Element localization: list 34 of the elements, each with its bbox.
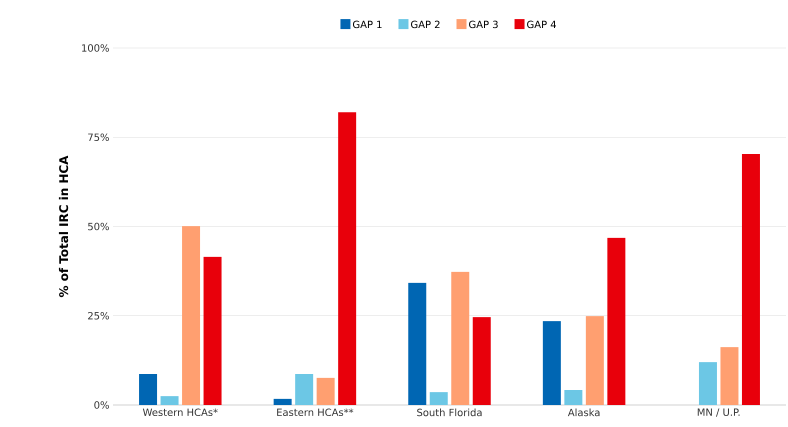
bar	[204, 256, 222, 405]
y-tick-label: 0%	[94, 401, 109, 409]
x-tick-label: Western HCAs*	[142, 408, 218, 416]
x-tick-label: Alaska	[568, 408, 600, 416]
bar	[451, 272, 470, 405]
bar	[586, 316, 604, 405]
y-tick-label: 100%	[82, 44, 109, 52]
legend-label: GAP 3	[469, 20, 498, 28]
legend-label: GAP 1	[352, 20, 382, 28]
bar	[316, 378, 335, 405]
y-tick-label: 75%	[88, 133, 109, 142]
bar	[139, 374, 158, 405]
bar	[160, 396, 179, 405]
bar	[720, 347, 738, 405]
bar	[295, 374, 314, 405]
bar	[742, 154, 760, 405]
legend-label: GAP 2	[411, 20, 440, 28]
x-tick-label: Eastern HCAs**	[277, 408, 354, 416]
x-tick-label: MN / U.P.	[698, 408, 740, 417]
bar	[408, 282, 426, 405]
y-tick-label: 50%	[88, 222, 109, 230]
bar	[472, 317, 491, 405]
bar	[698, 362, 717, 405]
bar	[542, 321, 561, 405]
bar	[338, 112, 356, 405]
bar	[430, 392, 448, 405]
y-axis-title: % of Total IRC in HCA	[58, 156, 68, 298]
bar	[274, 398, 292, 405]
bar	[607, 238, 626, 405]
bar	[182, 226, 200, 405]
y-tick-label: 25%	[88, 312, 109, 320]
x-tick-label: South Florida	[417, 408, 482, 416]
legend-label: GAP 4	[527, 20, 556, 28]
bar	[564, 390, 582, 405]
